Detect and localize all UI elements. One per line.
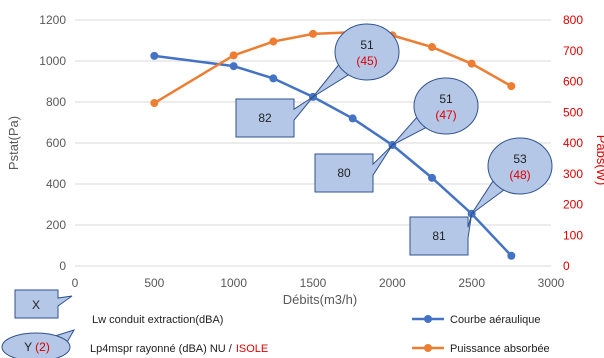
x-tick-label: 2000 bbox=[379, 276, 406, 290]
x-tick-label: 500 bbox=[144, 276, 164, 290]
callout-ellipse-sublabel: (48) bbox=[509, 168, 530, 182]
callout-ellipse-label: 51 bbox=[360, 38, 374, 52]
callout-rect-label: 81 bbox=[432, 229, 446, 243]
y-axis-right-ticks: 0 100 200 300 400 500 600 700 800 bbox=[563, 13, 583, 273]
key-ellipse-callout: Y (2) bbox=[1, 329, 76, 358]
callout-ellipse-joint bbox=[420, 111, 433, 126]
series-1-point bbox=[229, 62, 238, 71]
y-left-tick-label: 1000 bbox=[39, 54, 66, 68]
x-tick-label: 0 bbox=[72, 276, 79, 290]
legend-entry-label: Puissance absorbée bbox=[450, 343, 550, 355]
y-axis-right-title: Pabs(W) bbox=[594, 135, 604, 186]
x-tick-label: 2500 bbox=[458, 276, 485, 290]
series-2-point bbox=[467, 59, 476, 68]
key-rect-desc: Lw conduit extraction(dBA) bbox=[92, 314, 223, 326]
y-right-tick-label: 400 bbox=[563, 136, 583, 150]
series-2-point bbox=[229, 51, 238, 60]
series-2-point bbox=[428, 43, 436, 52]
grid-lines bbox=[75, 19, 551, 267]
callout-ellipse-label: 51 bbox=[439, 92, 453, 106]
x-axis-ticks: 0 500 1000 1500 2000 2500 3000 bbox=[72, 276, 565, 290]
y-axis-left-ticks: 0 200 400 600 800 1000 1200 bbox=[39, 13, 66, 273]
key-ellipse-label: Y (2) bbox=[24, 340, 50, 354]
series-2-point bbox=[507, 82, 516, 91]
y-right-tick-label: 600 bbox=[563, 75, 583, 89]
y-right-tick-label: 800 bbox=[563, 13, 583, 27]
callout-rect bbox=[409, 213, 473, 256]
y-left-tick-label: 200 bbox=[46, 218, 66, 232]
series-2-point bbox=[150, 99, 159, 108]
callout-rect bbox=[314, 144, 393, 193]
x-tick-label: 1000 bbox=[220, 276, 247, 290]
series-2-point bbox=[269, 37, 278, 46]
callout-ellipse-sublabel: (45) bbox=[356, 54, 377, 68]
y-left-tick-label: 800 bbox=[46, 95, 66, 109]
key-rect-symbol: X bbox=[32, 298, 40, 312]
series-1-point bbox=[150, 51, 159, 60]
callout-ellipse-label: 53 bbox=[513, 152, 527, 166]
legend-entry-label: Courbe aéraulique bbox=[450, 314, 541, 326]
y-left-tick-label: 400 bbox=[46, 177, 66, 191]
series-1-point bbox=[348, 114, 357, 123]
y-right-tick-label: 700 bbox=[563, 44, 583, 58]
series-1-point bbox=[507, 251, 516, 260]
y-right-tick-label: 300 bbox=[563, 167, 583, 181]
legend-swatch-marker bbox=[424, 344, 432, 352]
callout-ellipse-sublabel: (47) bbox=[435, 108, 456, 122]
callout-rect-label: 80 bbox=[337, 166, 351, 180]
y-right-tick-label: 500 bbox=[563, 105, 583, 119]
callout-ellipse bbox=[334, 23, 400, 81]
y-left-tick-label: 0 bbox=[59, 259, 66, 273]
x-tick-label: 1500 bbox=[300, 276, 327, 290]
callout-ellipse-joint bbox=[342, 58, 355, 73]
y-right-tick-label: 100 bbox=[563, 228, 583, 242]
y-axis-left-title: Pstat(Pa) bbox=[6, 116, 21, 170]
callouts-layer: 82 51 (45) 80 51 (47) 81 53 (48) bbox=[235, 23, 553, 256]
legend-swatch-marker bbox=[424, 315, 432, 323]
callout-ellipse bbox=[487, 137, 553, 195]
series-1-point bbox=[428, 173, 436, 182]
y-right-tick-label: 200 bbox=[563, 198, 583, 212]
y-left-tick-label: 600 bbox=[46, 136, 66, 150]
callout-ellipse bbox=[413, 77, 479, 135]
x-axis-title: Débits(m3/h) bbox=[283, 292, 357, 307]
callout-ellipse-joint bbox=[496, 174, 510, 187]
key-rect-callout: X bbox=[14, 289, 73, 319]
series-2-point bbox=[309, 29, 317, 38]
y-right-tick-label: 0 bbox=[563, 259, 570, 273]
callout-rect bbox=[235, 96, 314, 138]
key-ellipse-desc: Lp4mspr rayonné (dBA) NU / ISOLE bbox=[90, 343, 268, 355]
y-left-tick-label: 1200 bbox=[39, 13, 66, 27]
legend: Courbe aéraulique Puissance absorbée bbox=[412, 314, 550, 355]
x-tick-label: 3000 bbox=[538, 276, 565, 290]
series-1-point bbox=[269, 74, 278, 83]
callout-rect-label: 82 bbox=[258, 111, 272, 125]
